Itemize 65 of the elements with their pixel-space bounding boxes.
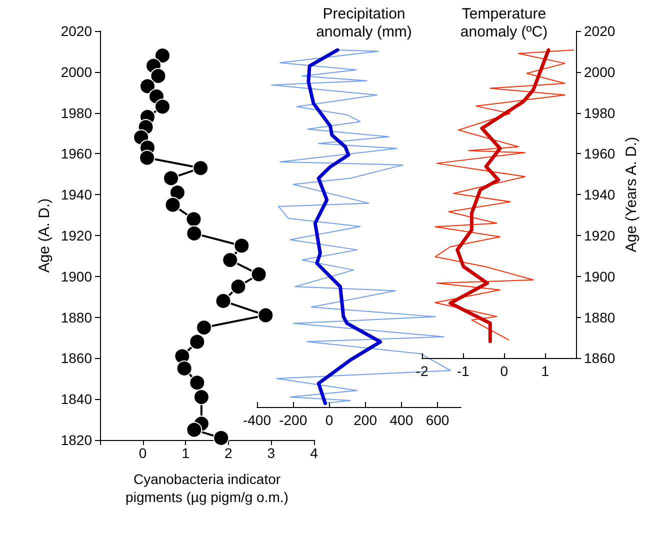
line-series	[434, 50, 574, 340]
y-tick-label: 1960	[584, 146, 616, 162]
point	[189, 374, 206, 391]
y-tick-label: 1940	[60, 186, 92, 203]
y-tick-label: 1880	[584, 309, 616, 326]
point	[186, 225, 202, 242]
y-tick-label: 1980	[584, 104, 616, 121]
y-tick-label: 1960	[60, 146, 92, 162]
y-tick-label: 1820	[60, 432, 92, 448]
y-axis-title: Age (Years A. D.)	[623, 136, 640, 252]
x2-tick-label: -200	[279, 412, 308, 428]
y-tick-label: 1920	[584, 228, 616, 244]
point	[150, 68, 166, 84]
y-tick-label: 1880	[60, 309, 92, 326]
x2-tick-label: 0	[325, 412, 334, 428]
x2-tick-label: 400	[390, 412, 414, 428]
line-series	[448, 48, 550, 344]
point	[250, 266, 267, 282]
point	[192, 160, 209, 176]
point	[140, 78, 156, 94]
y-tick-label: 1980	[60, 104, 92, 121]
point	[163, 170, 180, 186]
x-tick-label: 3	[267, 445, 276, 461]
x-tick-label: 1	[182, 445, 190, 461]
x-tick-label: 1	[541, 363, 550, 380]
x-tick-label: -1	[456, 363, 470, 380]
y-axis-title: Age (A. D.)	[36, 198, 53, 273]
point	[193, 389, 210, 406]
y-tick-label: 1860	[584, 350, 616, 366]
y-tick-label: 2000	[584, 64, 616, 80]
point	[176, 360, 192, 376]
x2-axis-title: Precipitation anomaly (mm)	[316, 6, 412, 40]
y-tick-label: 1940	[584, 186, 616, 203]
point	[189, 334, 206, 350]
chart-title: Temperature anomaly (ºC)	[460, 6, 548, 40]
x2-tick-label: 600	[426, 412, 450, 428]
point	[164, 196, 181, 213]
x-tick-label: 0	[500, 363, 508, 380]
point	[154, 98, 170, 115]
point	[215, 292, 232, 309]
x-tick-label: 2	[224, 445, 232, 461]
point	[213, 430, 230, 446]
y-tick-label: 1920	[60, 228, 92, 244]
y-tick-label: 1900	[60, 268, 92, 284]
x-axis-title: Cyanobacteria indicator pigments (µg pigm/g o.m.)	[126, 471, 288, 505]
point	[196, 320, 212, 336]
y-tick-label: 2020	[584, 23, 616, 39]
point	[139, 150, 156, 166]
x-tick-label: 4	[310, 445, 318, 461]
point	[186, 211, 202, 228]
point	[169, 184, 186, 201]
point	[258, 307, 274, 324]
point	[186, 422, 202, 438]
point	[234, 238, 250, 254]
x2-tick-label: 200	[354, 412, 378, 428]
y-tick-label: 1840	[60, 391, 92, 408]
point	[222, 252, 238, 268]
x-tick-label: 0	[138, 445, 147, 461]
y-tick-label: 1860	[60, 350, 92, 366]
point	[230, 278, 246, 295]
x2-tick-label: -400	[242, 412, 272, 428]
point	[154, 48, 170, 64]
y-tick-label: 1900	[584, 268, 616, 284]
y-tick-label: 2000	[60, 64, 92, 80]
y-tick-label: 2020	[60, 23, 92, 39]
